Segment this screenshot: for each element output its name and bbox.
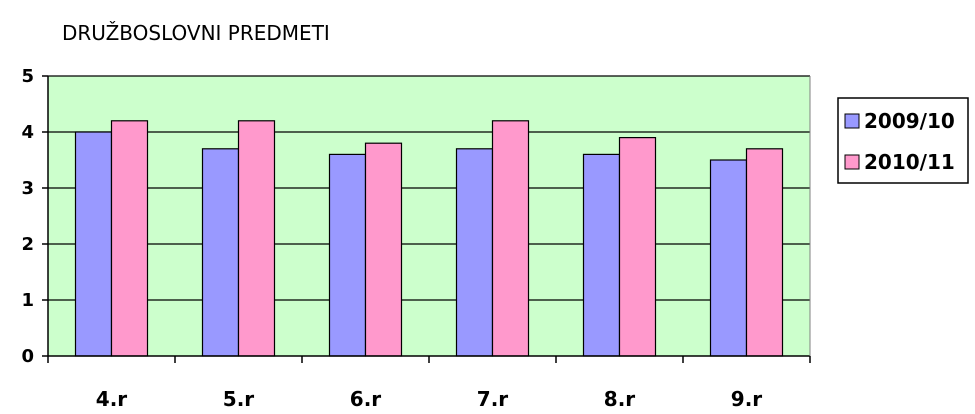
y-tick-label: 0 <box>21 346 34 367</box>
y-tick-labels: 0 1 2 3 4 5 <box>21 66 34 367</box>
bar-9r-2009-10 <box>709 159 748 357</box>
legend-swatch-2010-11 <box>844 154 860 170</box>
bar-5r-2009-10 <box>201 148 240 357</box>
y-tick-label: 1 <box>21 290 34 311</box>
legend: 2009/10 2010/11 <box>837 97 969 184</box>
x-tick-label: 5.r <box>223 387 255 411</box>
y-tick-label: 2 <box>21 234 34 255</box>
y-tick-label: 5 <box>21 66 34 87</box>
bar-7r-2009-10 <box>455 148 494 357</box>
bar-7r-2010-11 <box>491 120 530 357</box>
y-tick-label: 4 <box>21 122 34 143</box>
bar-8r-2010-11 <box>618 137 657 357</box>
bar-4r-2010-11 <box>110 120 149 357</box>
bar-5r-2010-11 <box>237 120 276 357</box>
gridlines <box>48 75 810 301</box>
y-tick-label: 3 <box>21 178 34 199</box>
x-tick-label: 7.r <box>477 387 509 411</box>
bar-6r-2010-11 <box>364 142 403 357</box>
plot-area <box>48 76 810 356</box>
bars <box>74 120 784 357</box>
legend-label-2010-11: 2010/11 <box>864 150 955 174</box>
bar-8r-2009-10 <box>582 153 621 357</box>
x-tick-labels: 4.r 5.r 6.r 7.r 8.r 9.r <box>96 387 763 411</box>
bar-6r-2009-10 <box>328 153 367 357</box>
x-tick-label: 6.r <box>350 387 382 411</box>
legend-label-2009-10: 2009/10 <box>864 109 955 133</box>
x-tick-label: 4.r <box>96 387 128 411</box>
x-tick-label: 8.r <box>604 387 636 411</box>
bar-9r-2010-11 <box>745 148 784 357</box>
bar-4r-2009-10 <box>74 131 113 357</box>
legend-swatch-2009-10 <box>844 113 860 129</box>
axes <box>42 75 811 363</box>
x-tick-label: 9.r <box>731 387 763 411</box>
chart-title: DRUŽBOSLOVNI PREDMETI <box>62 21 330 45</box>
legend-box <box>837 97 969 184</box>
